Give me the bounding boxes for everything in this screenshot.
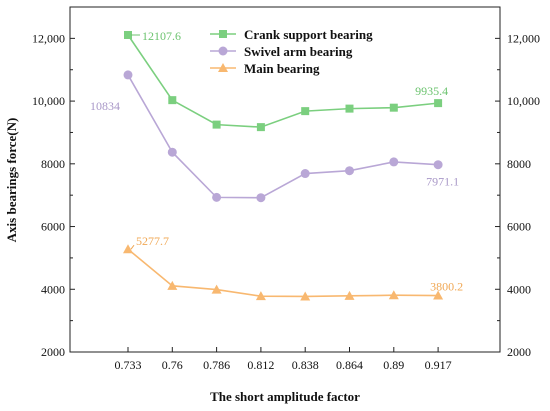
series-line xyxy=(127,248,439,298)
data-point xyxy=(344,290,355,300)
annotation-label: 3800.2 xyxy=(430,280,463,294)
data-point xyxy=(167,280,178,290)
data-point xyxy=(218,46,228,56)
x-tick-label: 0.838 xyxy=(292,358,319,372)
y-tick-label-left: 2000 xyxy=(41,345,65,359)
series-swivel-arm-bearing xyxy=(123,70,443,203)
data-point xyxy=(345,166,354,176)
y-tick-label-right: 6000 xyxy=(507,220,531,234)
y-tick-label-right: 10,000 xyxy=(507,94,540,108)
annotation-label: 10834 xyxy=(90,99,120,113)
annotation-label: 9935.4 xyxy=(415,84,448,98)
data-point xyxy=(300,169,310,179)
y-axis-title: Axis bearings force(N) xyxy=(4,118,19,243)
annotations-layer: 12107.6 9935.4 10834 7971.1 5277.7 3800.2 xyxy=(90,29,463,294)
legend-label: Crank support bearing xyxy=(244,27,373,42)
x-tick-label: 0.864 xyxy=(336,358,363,372)
data-point xyxy=(388,290,399,300)
annotation-label: 12107.6 xyxy=(142,29,181,43)
data-point xyxy=(219,30,227,38)
annotation-label: 7971.1 xyxy=(426,175,459,189)
legend-entry: Main bearing xyxy=(210,61,320,76)
data-point xyxy=(433,160,443,170)
series-line xyxy=(127,74,439,199)
data-point xyxy=(168,96,177,105)
data-point xyxy=(256,123,265,132)
legend-entry: Crank support bearing xyxy=(210,27,373,42)
legend: Crank support bearing Swivel arm bearing M… xyxy=(210,27,373,76)
data-point xyxy=(434,99,443,108)
y-tick-label-left: 6000 xyxy=(41,220,65,234)
data-point xyxy=(256,193,266,203)
plot-frame xyxy=(69,6,501,353)
series-main-bearing xyxy=(123,244,444,301)
x-tick-label: 0.76 xyxy=(162,358,183,372)
x-tick-label: 0.812 xyxy=(247,358,274,372)
data-point xyxy=(211,284,222,294)
data-point xyxy=(433,290,444,300)
series-line xyxy=(127,34,439,128)
data-point xyxy=(389,157,399,167)
legend-label: Swivel arm bearing xyxy=(244,44,353,59)
y-tick-label-left: 12,000 xyxy=(32,31,65,45)
y-tick-label-right: 4000 xyxy=(507,282,531,296)
y-tick-label-right: 8000 xyxy=(507,157,531,171)
series-crank-support-bearing xyxy=(124,30,443,132)
x-axis-title: The short amplitude factor xyxy=(210,389,360,404)
legend-entry: Swivel arm bearing xyxy=(210,44,353,59)
data-point xyxy=(123,244,133,254)
data-point xyxy=(255,291,266,301)
y-tick-label-right: 12,000 xyxy=(507,31,540,45)
data-point xyxy=(167,147,177,157)
x-tick-label: 0.917 xyxy=(425,358,452,372)
data-point xyxy=(389,103,398,112)
data-point xyxy=(124,30,132,39)
data-point xyxy=(300,291,311,301)
y-tick-label-right: 2000 xyxy=(507,345,531,359)
x-tick-label: 0.89 xyxy=(383,358,404,372)
data-point xyxy=(212,192,222,202)
data-point xyxy=(301,107,310,116)
x-tick-label: 0.786 xyxy=(203,358,230,372)
data-point xyxy=(123,70,133,80)
y-tick-label-left: 4000 xyxy=(41,282,65,296)
data-point xyxy=(218,63,228,72)
x-tick-label: 0.733 xyxy=(115,358,142,372)
annotation-label: 5277.7 xyxy=(136,234,169,248)
data-point xyxy=(345,104,354,113)
data-point xyxy=(212,120,221,129)
annotation-leader xyxy=(130,244,135,250)
y-tick-label-left: 8000 xyxy=(41,157,65,171)
y-tick-label-left: 10,000 xyxy=(32,94,65,108)
legend-label: Main bearing xyxy=(244,61,320,76)
ticks-layer: 2000 2000 4000 4000 6000 6000 8000 8000 10,000 10… xyxy=(32,31,540,372)
series-layer xyxy=(123,30,444,301)
